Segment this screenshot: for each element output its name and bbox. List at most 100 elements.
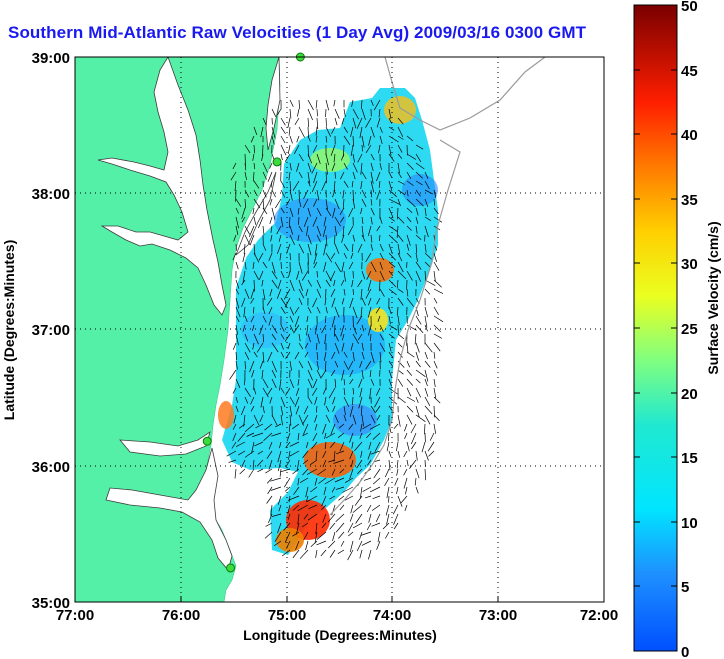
velocity-vector [370, 198, 373, 206]
velocity-vector [333, 99, 336, 107]
colorbar-tick-label: 25 [681, 321, 698, 338]
velocity-vector [369, 486, 381, 493]
velocity-vector [415, 234, 422, 240]
velocity-vector [306, 324, 309, 336]
velocity-vector [238, 450, 246, 456]
velocity-vector [376, 297, 381, 305]
velocity-vector [321, 522, 327, 529]
velocity-vector [253, 252, 260, 263]
velocity-vector [370, 234, 373, 243]
velocity-vector [232, 162, 237, 170]
velocity-vector [356, 540, 363, 552]
velocity-vector [314, 414, 318, 423]
velocity-vector [316, 540, 327, 546]
velocity-vector [289, 135, 293, 144]
velocity-vector [312, 297, 318, 308]
velocity-vector [307, 360, 313, 371]
velocity-vector [361, 351, 365, 360]
velocity-vector [289, 252, 291, 261]
velocity-vector [392, 504, 399, 515]
velocity-vector [253, 162, 256, 170]
velocity-vector [271, 333, 277, 341]
velocity-vector [370, 414, 376, 424]
velocity-vector [360, 405, 363, 416]
velocity-vector [349, 540, 354, 553]
velocity-vector [273, 540, 282, 547]
velocity-vector [315, 549, 318, 558]
velocity-vector [298, 279, 303, 292]
velocity-vector [325, 99, 330, 111]
velocity-vector [397, 288, 404, 293]
velocity-vector [403, 450, 408, 458]
velocity-vector [258, 252, 264, 261]
velocity-vector [259, 324, 264, 335]
velocity-vector [323, 351, 327, 361]
velocity-vector [325, 162, 328, 175]
velocity-vector [298, 243, 305, 254]
x-tick-labels: 77:00 76:00 75:00 74:00 73:00 72:00 [56, 607, 618, 624]
velocity-vector [328, 540, 336, 549]
velocity-vector [388, 207, 394, 218]
velocity-vector [360, 288, 363, 300]
velocity-vector [254, 441, 264, 447]
velocity-vector [276, 225, 282, 235]
velocity-vector [397, 261, 404, 273]
velocity-vector [427, 441, 435, 452]
velocity-vector [289, 324, 294, 332]
velocity-vector [266, 450, 273, 459]
station-marker [226, 563, 236, 573]
velocity-vector [271, 270, 278, 280]
velocity-vector [278, 504, 282, 512]
velocity-vector [340, 153, 345, 161]
velocity-vector [271, 369, 277, 378]
velocity-vector [331, 126, 336, 134]
velocity-vector [241, 297, 246, 307]
velocity-vector [374, 441, 381, 452]
eastern-shore-tip [235, 171, 277, 256]
velocity-vector [356, 315, 363, 325]
velocity-vector [244, 171, 247, 180]
velocity-vector [332, 189, 336, 198]
velocity-vector [396, 207, 399, 220]
velocity-vector [302, 423, 309, 435]
velocity-vector [372, 432, 381, 440]
velocity-vector [350, 126, 354, 137]
velocity-vector [375, 405, 381, 413]
velocity-vector [280, 342, 284, 350]
velocity-vector [343, 396, 350, 407]
velocity-vector [280, 396, 286, 408]
velocity-vector [378, 234, 381, 242]
velocity-vector [234, 468, 237, 479]
velocity-vector [269, 288, 273, 297]
velocity-vector [338, 531, 345, 539]
velocity-vector [296, 459, 300, 472]
velocity-vector [292, 549, 300, 559]
velocity-vector [406, 288, 409, 297]
velocity-vector [367, 225, 372, 236]
velocity-vector [414, 333, 417, 345]
velocity-vector [333, 324, 336, 337]
velocity-vector [341, 261, 345, 273]
velocity-vector [235, 297, 240, 309]
velocity-vector [424, 243, 427, 253]
velocity-vector [349, 468, 354, 480]
velocity-vector [386, 441, 390, 452]
velocity-vector [280, 261, 282, 270]
velocity-vector [361, 108, 366, 120]
colorbar-tick-label: 40 [681, 127, 698, 144]
velocity-vector [298, 297, 303, 305]
velocity-vector [360, 531, 372, 536]
velocity-vector [415, 468, 420, 479]
velocity-vector [403, 468, 408, 476]
velocity-vector [252, 261, 255, 269]
velocity-vector [312, 432, 318, 441]
velocity-vector [403, 477, 408, 489]
velocity-vector [379, 324, 384, 333]
velocity-vector [355, 513, 363, 524]
velocity-vector [397, 369, 404, 375]
velocity-vector [361, 297, 366, 306]
velocity-vector [242, 324, 246, 332]
velocity-vector [331, 351, 336, 360]
velocity-vector [315, 126, 318, 136]
